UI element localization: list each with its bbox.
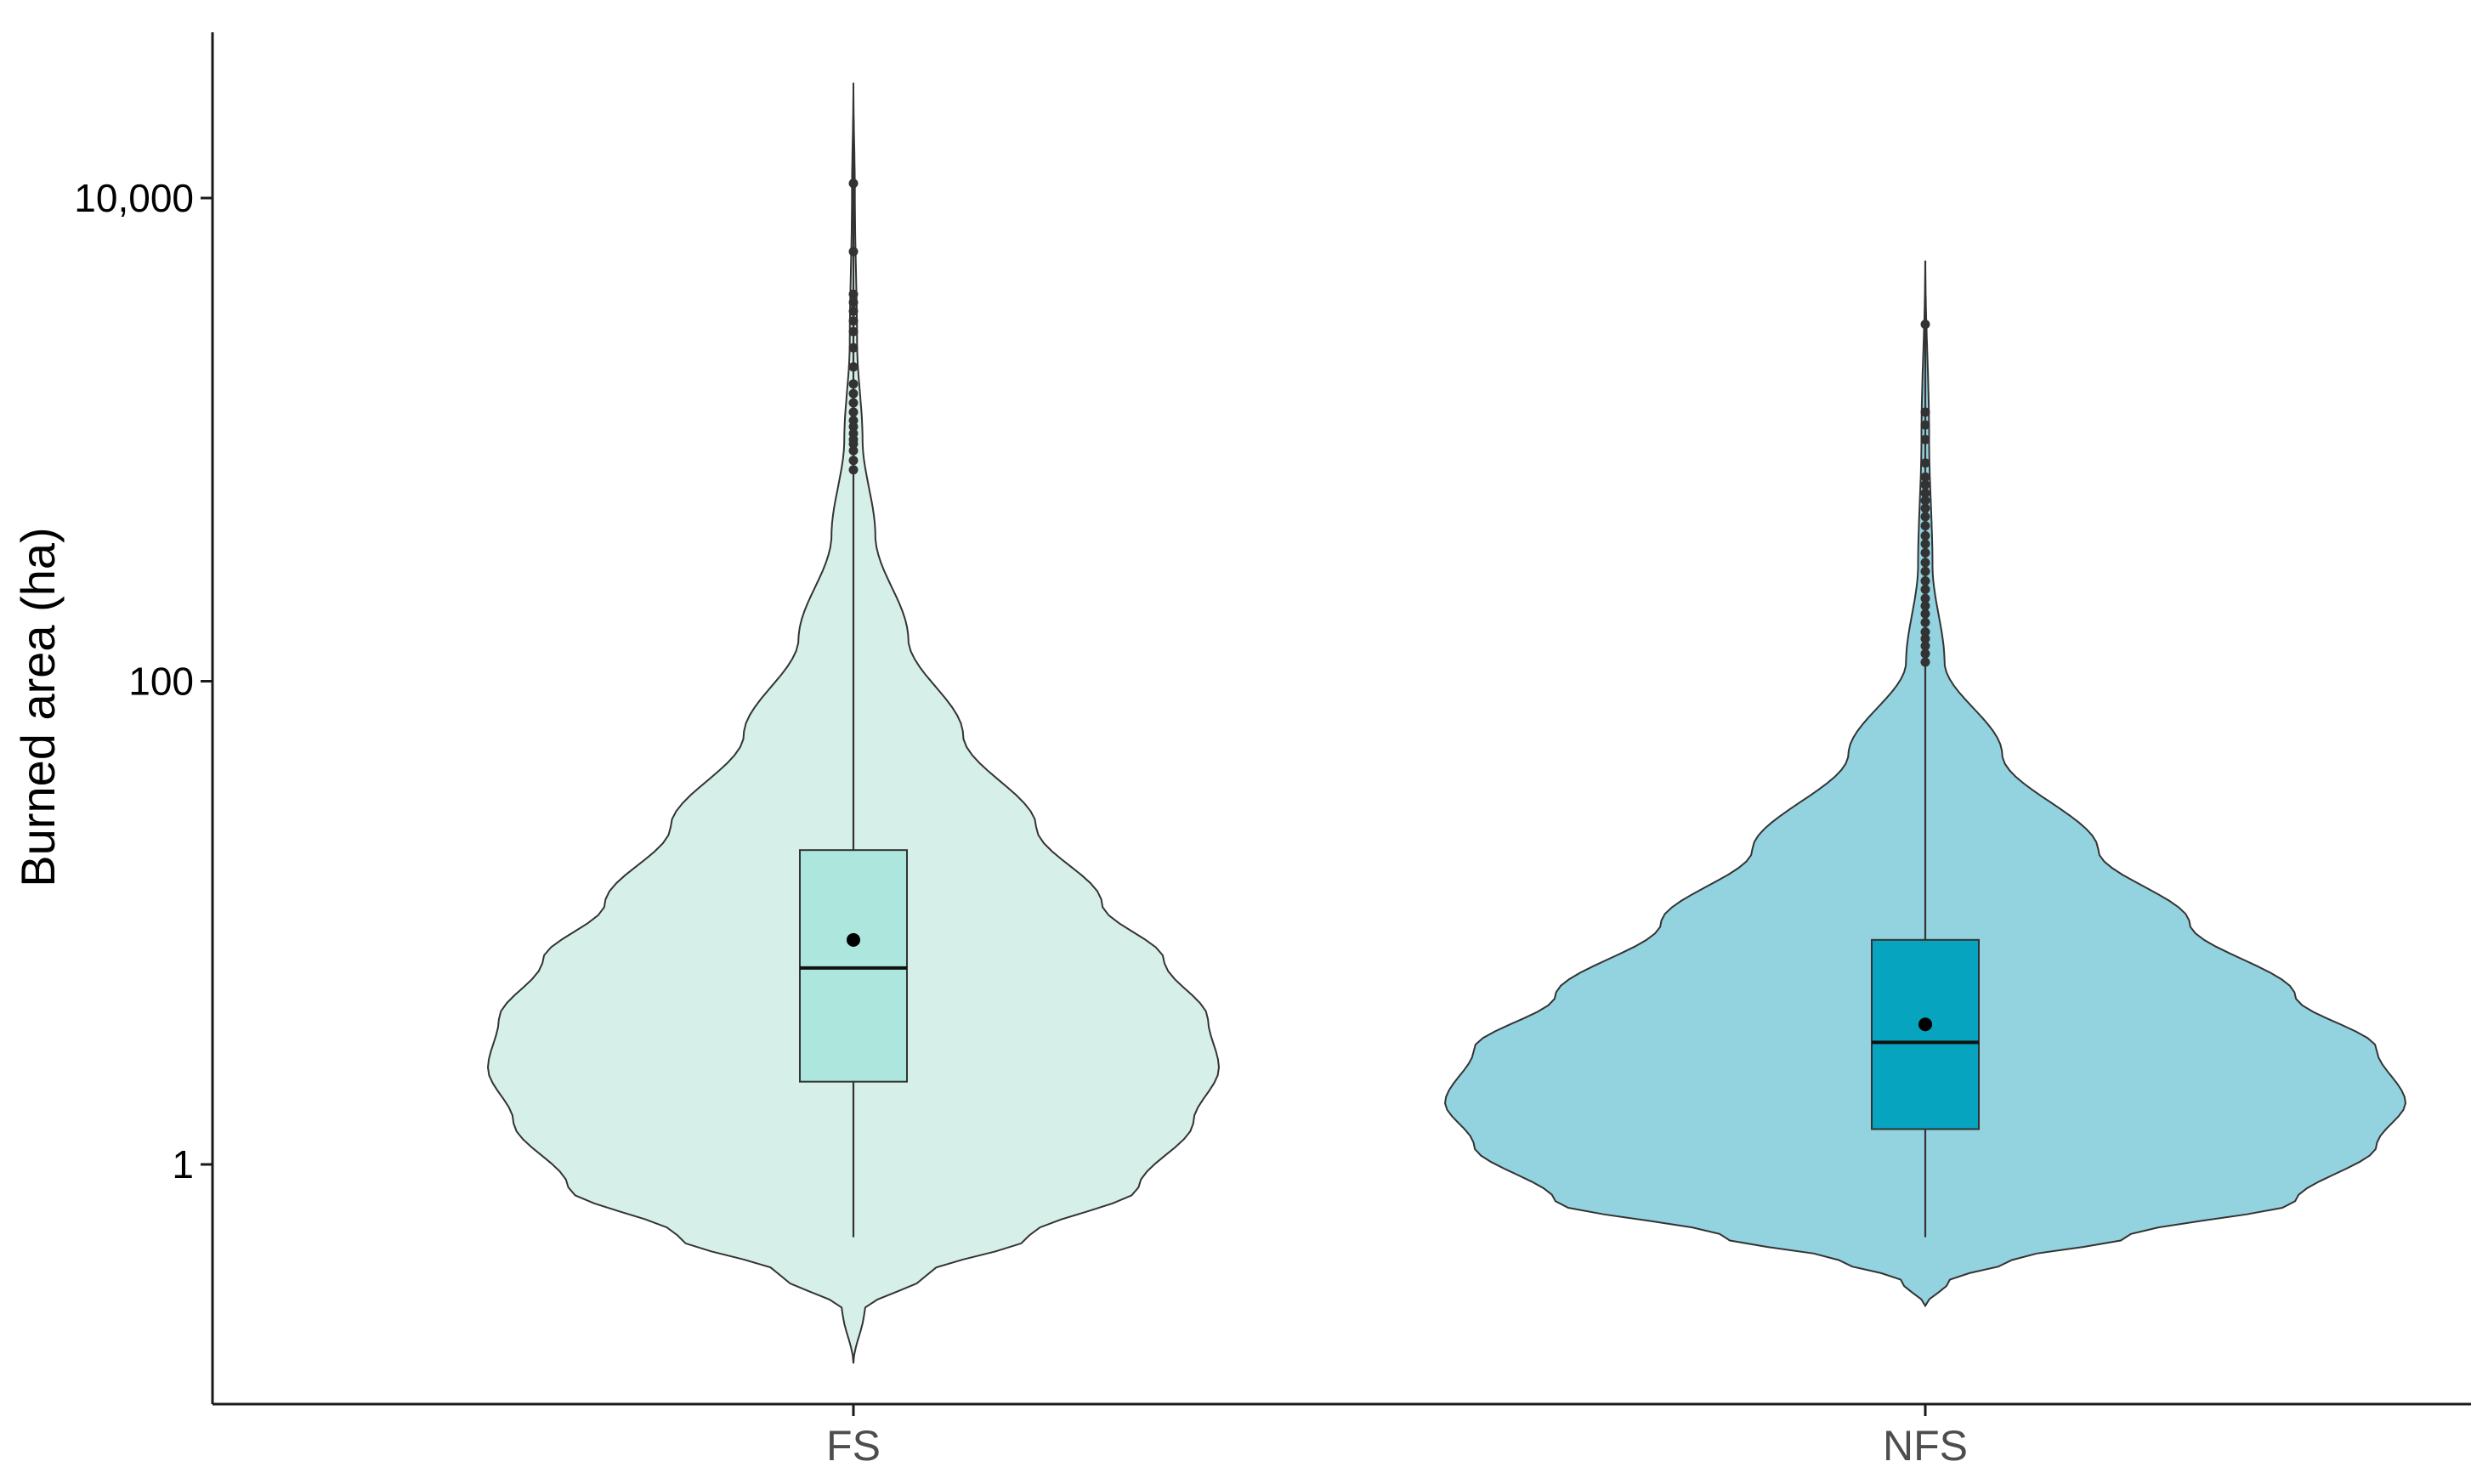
outlier-point-nfs — [1920, 521, 1930, 531]
outlier-point-nfs — [1920, 601, 1930, 611]
outlier-point-nfs — [1920, 512, 1930, 522]
box-nfs — [1871, 938, 1980, 1130]
outlier-point-nfs — [1920, 633, 1930, 643]
outlier-point-fs — [848, 416, 859, 426]
outlier-point-fs — [848, 306, 859, 316]
outlier-point-fs — [848, 246, 859, 257]
outlier-point-nfs — [1920, 479, 1930, 490]
x-axis-ticks: FS NFS — [826, 1404, 1968, 1470]
outlier-point-nfs — [1920, 576, 1930, 586]
box-fs — [799, 849, 908, 1083]
outlier-point-fs — [848, 445, 859, 456]
mean-point-nfs — [1918, 1017, 1932, 1032]
outlier-point-fs — [848, 289, 859, 299]
outlier-point-fs — [848, 407, 859, 417]
outlier-point-fs — [848, 297, 859, 308]
outlier-point-nfs — [1920, 503, 1930, 513]
y-tick-label: 100 — [128, 660, 194, 704]
outlier-point-nfs — [1920, 584, 1930, 594]
outlier-point-nfs — [1920, 488, 1930, 498]
mean-point-fs — [847, 932, 860, 947]
outlier-point-nfs — [1920, 472, 1930, 482]
outlier-point-nfs — [1920, 530, 1930, 541]
outlier-point-nfs — [1920, 609, 1930, 619]
outlier-point-nfs — [1920, 547, 1930, 558]
outlier-point-nfs — [1920, 617, 1930, 627]
outlier-point-nfs — [1920, 558, 1930, 568]
outlier-point-fs — [848, 379, 859, 389]
outlier-point-fs — [848, 456, 859, 466]
outlier-point-nfs — [1920, 320, 1930, 330]
outlier-point-nfs — [1920, 657, 1930, 667]
outlier-point-fs — [848, 343, 859, 353]
outlier-point-nfs — [1920, 593, 1930, 603]
y-axis-title: Burned area (ha) — [11, 527, 65, 886]
outlier-point-fs — [848, 388, 859, 399]
plot-area — [486, 82, 2407, 1364]
outlier-point-fs — [848, 398, 859, 408]
outlier-point-fs — [848, 178, 859, 189]
x-tick-label-fs: FS — [826, 1422, 881, 1470]
outlier-point-nfs — [1920, 566, 1930, 576]
outlier-point-nfs — [1920, 649, 1930, 659]
x-tick-label-nfs: NFS — [1883, 1422, 1968, 1470]
outlier-point-nfs — [1920, 420, 1930, 430]
outlier-point-fs — [848, 465, 859, 475]
outlier-point-nfs — [1920, 626, 1930, 637]
y-tick-label: 1 — [172, 1142, 194, 1187]
outlier-point-fs — [848, 326, 859, 337]
outlier-point-nfs — [1920, 407, 1930, 417]
outlier-point-nfs — [1920, 458, 1930, 468]
outlier-point-nfs — [1920, 434, 1930, 445]
y-axis-ticks: 1 100 10,000 — [74, 176, 213, 1187]
outlier-point-fs — [848, 316, 859, 326]
outlier-point-nfs — [1920, 496, 1930, 506]
outlier-point-nfs — [1920, 641, 1930, 651]
y-tick-label: 10,000 — [74, 176, 194, 220]
outlier-point-fs — [848, 362, 859, 372]
outlier-point-nfs — [1920, 539, 1930, 549]
outlier-point-fs — [848, 428, 859, 439]
